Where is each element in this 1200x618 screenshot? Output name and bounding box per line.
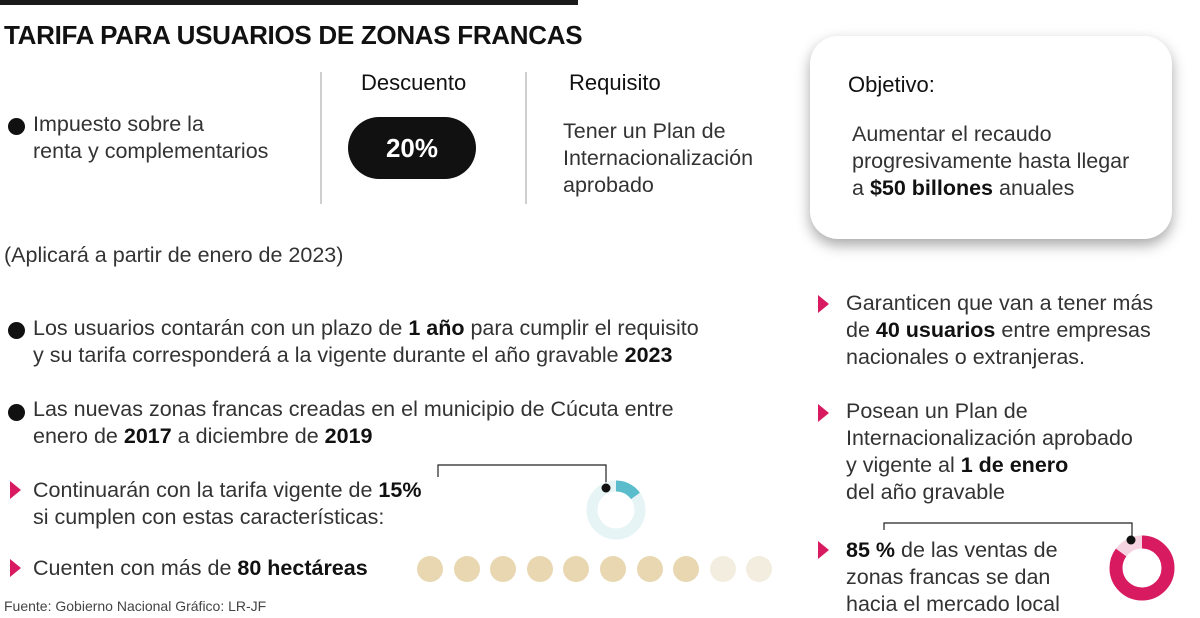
plan-line3: y vigente al 1 de enero [846, 452, 1133, 479]
bullet-icon [8, 404, 25, 421]
triangle-bullet-icon [818, 541, 829, 559]
triangle-bullet-icon [818, 404, 829, 422]
sales-line1-post: de las ventas de [895, 538, 1058, 562]
bullet-icon [8, 118, 25, 135]
cucuta-line2: enero de 2017 a diciembre de 2019 [33, 423, 674, 450]
objective-line3-pre: a [852, 176, 870, 200]
continue-rate: 15% [378, 478, 422, 502]
objective-line1: Aumentar el recaudo [852, 122, 1052, 146]
triangle-bullet-icon [10, 559, 21, 577]
cucuta-line2-pre: enero de [33, 424, 124, 448]
donut-15-chart [437, 464, 646, 540]
requirement-line1: Tener un Plan de [563, 119, 726, 143]
plan-line2: Internacionalización aprobado [846, 426, 1133, 450]
hectare-dot [636, 556, 663, 582]
guarantee-line2-pre: de [846, 318, 876, 342]
objective-line3-post: anuales [993, 176, 1075, 200]
guarantee-line3: nacionales o extranjeras. [846, 345, 1086, 369]
hectares-pre: Cuenten con más de [33, 556, 238, 580]
guarantee-line2: de 40 usuarios entre empresas [846, 317, 1153, 344]
users-line2-pre: y su tarifa corresponderá a la vigente d… [33, 343, 625, 367]
hectare-dot [563, 556, 590, 582]
sales-line1: 85 % de las ventas de [846, 537, 1060, 564]
guarantee-text: Garanticen que van a tener más de 40 usu… [846, 290, 1153, 371]
hectare-dot [600, 556, 626, 582]
source-credit: Fuente: Gobierno Nacional Gráfico: LR-JF [4, 598, 267, 614]
donut-85-chart [883, 522, 1175, 601]
objective-line2: progresivamente hasta llegar [852, 149, 1130, 173]
cucuta-end-year: 2019 [324, 424, 373, 448]
cucuta-line1: Las nuevas zonas francas creadas en el m… [33, 397, 674, 421]
plan-line3-pre: y vigente al [846, 453, 961, 477]
continue-line2: si cumplen con estas características: [33, 505, 385, 529]
requirement-header: Requisito [569, 70, 661, 95]
plan-line4: del año gravable [846, 480, 1005, 504]
objective-card: Objetivo: Aumentar el recaudo progresiva… [810, 36, 1172, 239]
hectare-dot [417, 556, 443, 582]
sales-line3: hacia el mercado local [846, 592, 1060, 616]
objective-amount: $50 billones [869, 176, 994, 200]
hectare-dot [526, 556, 553, 582]
users-line2: y su tarifa corresponderá a la vigente d… [33, 342, 699, 369]
hectare-dot [453, 556, 480, 582]
guarantee-line1: Garanticen que van a tener más [846, 291, 1154, 315]
discount-header: Descuento [361, 70, 467, 95]
objective-line3: a $50 billones anuales [852, 175, 1129, 202]
page-title: TARIFA PARA USUARIOS DE ZONAS FRANCAS [4, 20, 583, 50]
objective-text: Aumentar el recaudo progresivamente hast… [852, 121, 1129, 202]
top-rule [0, 0, 578, 5]
applies-note: (Aplicará a partir de enero de 2023) [4, 243, 344, 267]
hectare-dot [673, 556, 700, 582]
hectare-dots [417, 556, 787, 584]
tax-label-line2: renta y complementarios [33, 139, 269, 163]
hectare-dot [709, 556, 736, 582]
column-divider [320, 72, 322, 204]
users-line1-pre: Los usuarios contarán con un plazo de [33, 316, 409, 340]
hectares-text: Cuenten con más de 80 hectáreas [33, 555, 368, 582]
sales-text: 85 % de las ventas de zonas francas se d… [846, 537, 1060, 618]
donut-15-arc [586, 480, 646, 540]
column-divider [525, 72, 527, 204]
objective-label: Objetivo: [848, 72, 935, 97]
tax-label: Impuesto sobre la renta y complementario… [33, 111, 268, 165]
hectares-amount: 80 hectáreas [237, 556, 368, 580]
requirement-line3: aprobado [563, 173, 654, 197]
sales-percent: 85 % [846, 538, 896, 562]
requirement-text: Tener un Plan de Internacionalización ap… [563, 118, 753, 199]
plan-line1: Posean un Plan de [846, 399, 1028, 423]
continue-line1: Continuarán con la tarifa vigente de 15% [33, 477, 421, 504]
leader-dot [601, 483, 611, 493]
plan-text: Posean un Plan de Internacionalización a… [846, 398, 1133, 506]
guarantee-users: 40 usuarios [875, 318, 996, 342]
guarantee-line2-post: entre empresas [995, 318, 1151, 342]
users-term: 1 año [408, 316, 465, 340]
sales-line2: zonas francas se dan [846, 565, 1051, 589]
triangle-bullet-icon [818, 295, 829, 313]
users-line1: Los usuarios contarán con un plazo de 1 … [33, 315, 699, 342]
discount-badge: 20% [348, 117, 476, 179]
cucuta-line2-mid: a diciembre de [171, 424, 325, 448]
triangle-bullet-icon [10, 481, 21, 499]
plan-date: 1 de enero [960, 453, 1069, 477]
hectare-dot [746, 556, 773, 582]
users-text: Los usuarios contarán con un plazo de 1 … [33, 315, 699, 369]
continue-line1-pre: Continuarán con la tarifa vigente de [33, 478, 379, 502]
cucuta-start-year: 2017 [123, 424, 172, 448]
requirement-line2: Internacionalización [563, 146, 754, 170]
leader-line [437, 464, 607, 487]
leader-dot [1126, 535, 1136, 545]
hectare-dot [490, 556, 517, 582]
leader-line [883, 522, 1133, 538]
continue-text: Continuarán con la tarifa vigente de 15%… [33, 477, 421, 531]
tax-label-line1: Impuesto sobre la [33, 112, 204, 136]
bullet-icon [8, 322, 25, 339]
cucuta-text: Las nuevas zonas francas creadas en el m… [33, 396, 674, 450]
users-year: 2023 [624, 343, 673, 367]
donut-85-arc [1109, 535, 1175, 601]
users-line1-post: para cumplir el requisito [464, 316, 699, 340]
